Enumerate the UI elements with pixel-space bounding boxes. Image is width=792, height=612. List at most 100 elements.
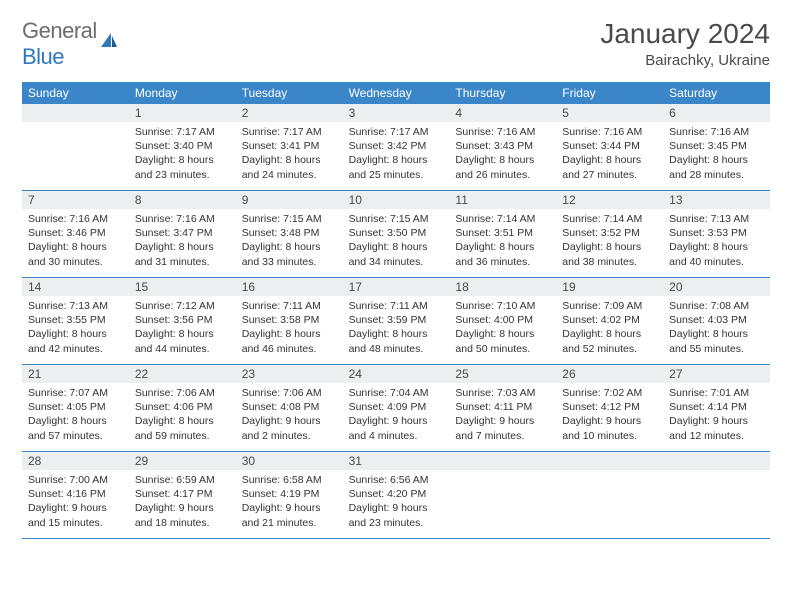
sunrise-line: Sunrise: 7:14 AM (455, 212, 550, 226)
day-number: 8 (129, 193, 142, 207)
day-of-week-label: Monday (129, 82, 236, 104)
daylight-line: Daylight: 8 hours and 42 minutes. (28, 327, 123, 355)
day-cell: 14 Sunrise: 7:13 AMSunset: 3:55 PMDayligh… (22, 278, 129, 364)
sunrise-line: Sunrise: 7:00 AM (28, 473, 123, 487)
sunrise-line: Sunrise: 7:11 AM (242, 299, 337, 313)
day-number-bar: 14 (22, 278, 129, 296)
sunset-line: Sunset: 4:12 PM (562, 400, 657, 414)
day-number-bar: 27 (663, 365, 770, 383)
day-number: 18 (449, 280, 468, 294)
day-number: 30 (236, 454, 255, 468)
sunset-line: Sunset: 3:45 PM (669, 139, 764, 153)
sunrise-line: Sunrise: 7:16 AM (562, 125, 657, 139)
sunset-line: Sunset: 3:50 PM (349, 226, 444, 240)
logo-sail-icon (99, 31, 119, 49)
sunset-line: Sunset: 4:09 PM (349, 400, 444, 414)
day-cell: 16Sunrise: 7:11 AMSunset: 3:58 PMDayligh… (236, 278, 343, 364)
sunset-line: Sunset: 4:06 PM (135, 400, 230, 414)
day-number-bar: 13 (663, 191, 770, 209)
day-number: 19 (556, 280, 575, 294)
sunset-line: Sunset: 3:47 PM (135, 226, 230, 240)
day-cell: 24Sunrise: 7:04 AMSunset: 4:09 PMDayligh… (343, 365, 450, 451)
day-cell: 15Sunrise: 7:12 AMSunset: 3:56 PMDayligh… (129, 278, 236, 364)
day-number-bar: 29 (129, 452, 236, 470)
day-number-bar: 30 (236, 452, 343, 470)
day-body: Sunrise: 6:56 AMSunset: 4:20 PMDaylight:… (343, 470, 450, 536)
day-cell: 20Sunrise: 7:08 AMSunset: 4:03 PMDayligh… (663, 278, 770, 364)
sunrise-line: Sunrise: 7:06 AM (242, 386, 337, 400)
daylight-line: Daylight: 9 hours and 12 minutes. (669, 414, 764, 442)
sunset-line: Sunset: 3:56 PM (135, 313, 230, 327)
day-of-week-label: Friday (556, 82, 663, 104)
daylight-line: Daylight: 8 hours and 48 minutes. (349, 327, 444, 355)
day-cell: 1Sunrise: 7:17 AMSunset: 3:40 PMDaylight… (129, 104, 236, 190)
day-body: Sunrise: 7:14 AMSunset: 3:51 PMDaylight:… (449, 209, 556, 275)
day-body: Sunrise: 7:11 AMSunset: 3:59 PMDaylight:… (343, 296, 450, 362)
week-row: 21Sunrise: 7:07 AMSunset: 4:05 PMDayligh… (22, 365, 770, 452)
sunrise-line: Sunrise: 7:06 AM (135, 386, 230, 400)
title-block: January 2024 Bairachky, Ukraine (600, 18, 770, 69)
day-cell: 9Sunrise: 7:15 AMSunset: 3:48 PMDaylight… (236, 191, 343, 277)
day-cell (663, 452, 770, 538)
daylight-line: Daylight: 9 hours and 23 minutes. (349, 501, 444, 529)
sunrise-line: Sunrise: 7:03 AM (455, 386, 550, 400)
calendar-grid: SundayMondayTuesdayWednesdayThursdayFrid… (22, 82, 770, 539)
daylight-line: Daylight: 8 hours and 44 minutes. (135, 327, 230, 355)
day-body: Sunrise: 7:13 AMSunset: 3:55 PMDaylight:… (22, 296, 129, 362)
sunset-line: Sunset: 3:46 PM (28, 226, 123, 240)
daylight-line: Daylight: 9 hours and 21 minutes. (242, 501, 337, 529)
day-body: Sunrise: 7:07 AMSunset: 4:05 PMDaylight:… (22, 383, 129, 449)
daylight-line: Daylight: 8 hours and 33 minutes. (242, 240, 337, 268)
day-cell: 13Sunrise: 7:13 AMSunset: 3:53 PMDayligh… (663, 191, 770, 277)
sunrise-line: Sunrise: 7:13 AM (669, 212, 764, 226)
day-number-bar: 19 (556, 278, 663, 296)
day-number-bar: 1 (129, 104, 236, 122)
day-number-bar: 10 (343, 191, 450, 209)
day-number-bar: 6 (663, 104, 770, 122)
day-number-bar (22, 104, 129, 122)
day-number: 7 (22, 193, 35, 207)
daylight-line: Daylight: 8 hours and 59 minutes. (135, 414, 230, 442)
day-body: Sunrise: 7:17 AMSunset: 3:41 PMDaylight:… (236, 122, 343, 188)
sunset-line: Sunset: 3:40 PM (135, 139, 230, 153)
daylight-line: Daylight: 8 hours and 46 minutes. (242, 327, 337, 355)
weeks-container: 1 Sunrise: 7:17 AM Sunset: 3:40 PM Daylight… (22, 104, 770, 539)
day-number-bar: 4 (449, 104, 556, 122)
calendar-page: General Blue January 2024 Bairachky, Ukr… (0, 0, 792, 557)
day-body: Sunrise: 7:09 AMSunset: 4:02 PMDaylight:… (556, 296, 663, 362)
day-cell: 10Sunrise: 7:15 AMSunset: 3:50 PMDayligh… (343, 191, 450, 277)
sunrise-line: Sunrise: 7:07 AM (28, 386, 123, 400)
day-body: Sunrise: 7:01 AMSunset: 4:14 PMDaylight:… (663, 383, 770, 449)
day-number: 22 (129, 367, 148, 381)
day-number-bar: 3 (343, 104, 450, 122)
daylight-line: Daylight: 9 hours and 2 minutes. (242, 414, 337, 442)
day-number: 14 (22, 280, 41, 294)
daylight-line: Daylight: 8 hours and 26 minutes. (455, 153, 550, 181)
day-number-bar: 11 (449, 191, 556, 209)
sunset-line: Sunset: 4:17 PM (135, 487, 230, 501)
daylight-line: Daylight: 8 hours and 34 minutes. (349, 240, 444, 268)
day-number: 25 (449, 367, 468, 381)
sunrise-line: Sunrise: 7:14 AM (562, 212, 657, 226)
sunrise-line: Sunrise: 7:17 AM (349, 125, 444, 139)
day-number-bar (556, 452, 663, 470)
sunrise-line: Sunrise: 7:16 AM (135, 212, 230, 226)
day-body: Sunrise: 7:16 AMSunset: 3:47 PMDaylight:… (129, 209, 236, 275)
day-cell: 30Sunrise: 6:58 AMSunset: 4:19 PMDayligh… (236, 452, 343, 538)
daylight-line: Daylight: 9 hours and 10 minutes. (562, 414, 657, 442)
sunrise-line: Sunrise: 7:09 AM (562, 299, 657, 313)
daylight-line: Daylight: 9 hours and 4 minutes. (349, 414, 444, 442)
day-body: Sunrise: 7:15 AMSunset: 3:50 PMDaylight:… (343, 209, 450, 275)
daylight-line: Daylight: 9 hours and 7 minutes. (455, 414, 550, 442)
day-number-bar: 22 (129, 365, 236, 383)
day-number: 12 (556, 193, 575, 207)
day-of-week-header: SundayMondayTuesdayWednesdayThursdayFrid… (22, 82, 770, 104)
day-number: 9 (236, 193, 249, 207)
sunrise-line: Sunrise: 7:16 AM (669, 125, 764, 139)
day-body: Sunrise: 7:06 AMSunset: 4:08 PMDaylight:… (236, 383, 343, 449)
daylight-line: Daylight: 8 hours and 50 minutes. (455, 327, 550, 355)
day-cell: 27Sunrise: 7:01 AMSunset: 4:14 PMDayligh… (663, 365, 770, 451)
day-number: 17 (343, 280, 362, 294)
day-of-week-label: Saturday (663, 82, 770, 104)
sunrise-line: Sunrise: 7:08 AM (669, 299, 764, 313)
